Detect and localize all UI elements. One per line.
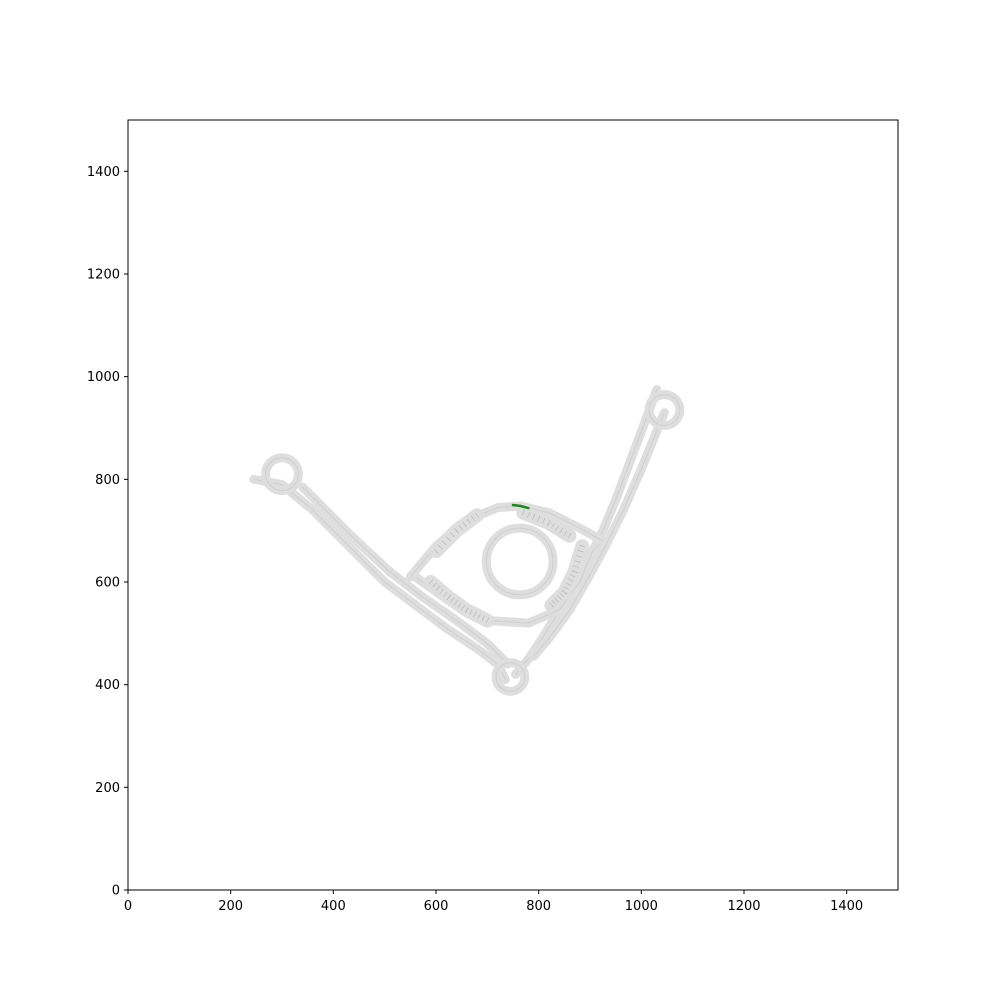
nw-rows-stall-line — [462, 521, 467, 528]
e-rows-stall-line — [563, 586, 570, 590]
nw-rows-stall-line — [437, 544, 443, 550]
w-rows-stall-line — [473, 611, 477, 618]
y-tick-label: 400 — [95, 678, 120, 693]
e-rows-stall-line — [573, 565, 580, 568]
e-rows-stall-line — [576, 555, 583, 558]
e-rows-stall-line — [549, 602, 554, 608]
ne-rows-stall-line — [563, 530, 568, 537]
x-tick-label: 600 — [424, 899, 449, 914]
nw-rows-stall-line — [470, 515, 476, 522]
ne-rows-stall-line — [555, 525, 560, 531]
e-rows-stall-line — [554, 597, 560, 603]
w-rows-stall-line — [450, 597, 455, 603]
e-rows-stall-line — [551, 600, 557, 605]
x-axis: 0 200 400 600 800 1000 1200 1400 — [124, 890, 863, 914]
nw-rows-stall-line — [466, 518, 472, 525]
nw-rows-stall-line — [441, 540, 447, 546]
e-rows-stall-line — [561, 589, 567, 595]
axes-frame — [127, 119, 899, 891]
south-cul-de-sac-edge — [495, 662, 526, 692]
w-rows-stall-line — [446, 594, 451, 601]
x-tick-label: 200 — [218, 899, 243, 914]
e-rows-stall-line — [569, 574, 576, 578]
east-arm-inner-edge — [533, 412, 665, 657]
e-rows-stall-line — [565, 582, 572, 586]
x-tick-label: 800 — [526, 899, 551, 914]
nw-rows-stall-line — [433, 548, 439, 554]
map-layer — [249, 385, 685, 696]
w-rows-stall-line — [442, 591, 448, 597]
y-tick-label: 1400 — [87, 165, 120, 180]
west-cul-de-sac-edge — [265, 457, 299, 492]
ne-rows-stall-line — [521, 509, 525, 516]
ne-rows-stall-line — [546, 520, 551, 526]
x-tick-label: 0 — [124, 899, 132, 914]
nw-rows-stall-line — [454, 527, 459, 534]
w-rows — [423, 575, 495, 628]
ne-rows-stall-line — [551, 522, 556, 529]
w-rows-stall-line — [439, 588, 444, 594]
y-tick-label: 800 — [95, 473, 120, 488]
w-rows-stall-line — [477, 613, 481, 620]
ne-rows-stall-line — [559, 527, 564, 534]
e-rows — [544, 539, 590, 613]
w-rows-stall-line — [481, 615, 485, 622]
e-rows-stall-line — [556, 594, 562, 600]
nw-rows-stall-line — [474, 512, 480, 518]
west-arm-inner-edge — [302, 486, 509, 665]
nw-rows-stall-line — [458, 524, 463, 531]
x-tick-label: 1000 — [625, 899, 658, 914]
w-rows-stall-line — [453, 599, 459, 606]
y-tick-label: 0 — [112, 884, 120, 899]
ne-rows-stall-line — [567, 532, 572, 539]
ne-rows-stall-line — [542, 517, 546, 524]
x-tick-label: 1200 — [727, 899, 760, 914]
w-rows-stall-line — [432, 582, 437, 588]
w-rows-stall-line — [469, 609, 473, 616]
e-rows-stall-line — [574, 560, 581, 563]
y-axis: 0 200 400 600 800 1000 1200 1400 — [87, 165, 128, 899]
nw-rows-stall-line — [445, 536, 451, 542]
e-rows-stall-line — [567, 578, 574, 582]
ne-rows-stall-line — [532, 513, 536, 520]
e-rows-stall-line — [577, 549, 584, 553]
y-tick-label: 1000 — [87, 370, 120, 385]
y-tick-label: 600 — [95, 576, 120, 591]
east-cul-de-sac-edge — [648, 394, 681, 426]
ne-rows-stall-line — [537, 515, 541, 522]
e-rows-stall-line — [579, 544, 586, 548]
w-rows-stall-line — [457, 602, 462, 608]
w-rows-stall-line — [435, 585, 441, 591]
w-rows-stall-line — [465, 607, 469, 614]
x-tick-label: 1400 — [830, 899, 863, 914]
w-rows-stall-line — [485, 617, 490, 624]
y-tick-label: 1200 — [87, 268, 120, 283]
inner-ring-edge — [485, 527, 554, 596]
e-rows-stall-line — [571, 569, 578, 574]
ne-rows-stall-line — [526, 511, 530, 518]
y-tick-label: 200 — [95, 781, 120, 796]
x-tick-label: 400 — [321, 899, 346, 914]
e-rows-stall-line — [559, 592, 565, 598]
west-arm-outer-edge — [253, 478, 506, 680]
w-rows-stall-line — [428, 579, 434, 585]
w-rows-stall-line — [461, 604, 466, 611]
nw-rows-stall-line — [449, 532, 455, 538]
highlighted-lane — [511, 503, 530, 510]
